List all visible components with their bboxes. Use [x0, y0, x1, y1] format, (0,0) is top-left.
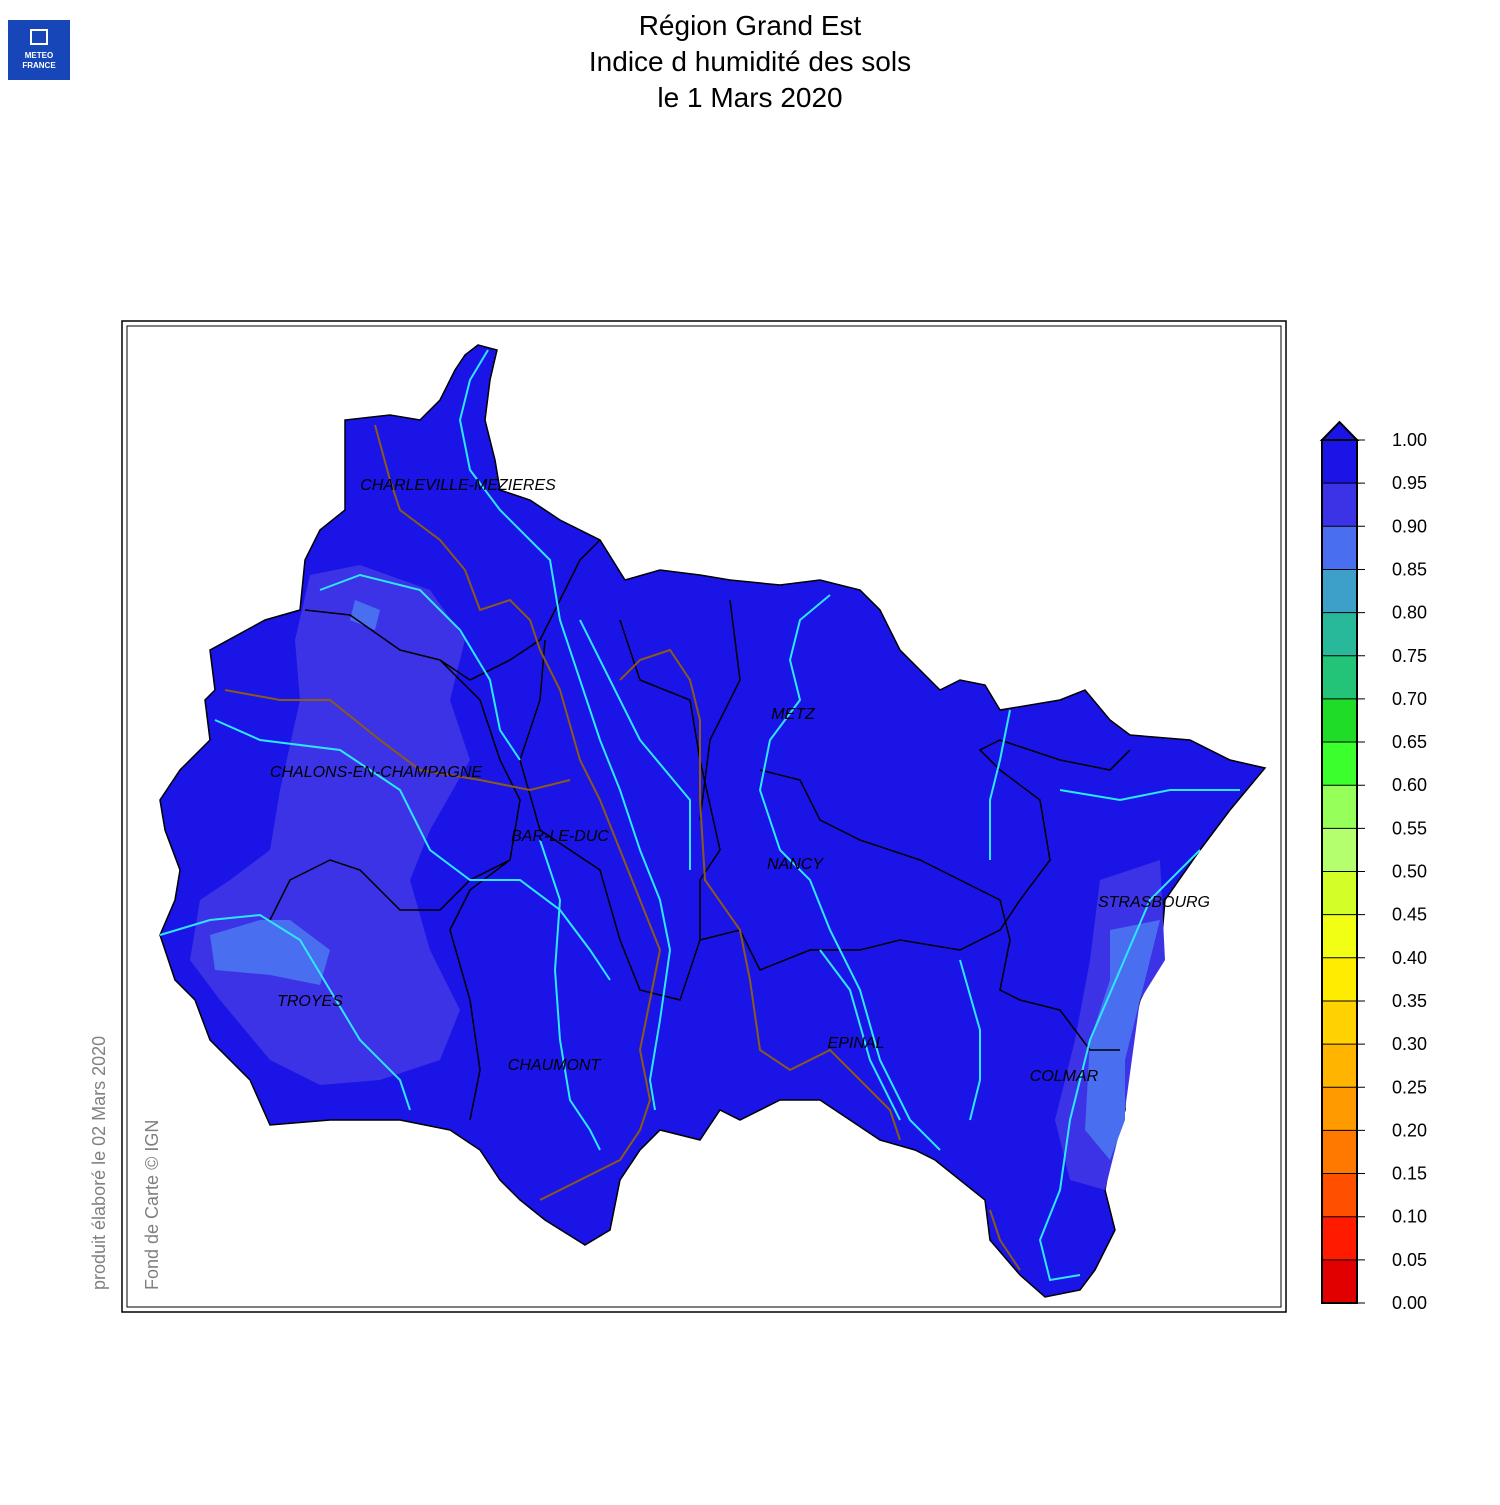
colorbar-tick-label: 0.15: [1392, 1164, 1427, 1184]
subtitle: Indice d humidité des sols: [589, 46, 911, 77]
colorbar-bin: [1322, 1000, 1357, 1045]
colorbar-tick-label: 1.00: [1392, 430, 1427, 450]
colorbar-tick-label: 0.85: [1392, 559, 1427, 579]
colorbar-tick-label: 0.45: [1392, 905, 1427, 925]
map-frame: [121, 320, 1287, 1313]
colorbar-over: [1319, 420, 1360, 441]
colorbar-tick-label: 0.40: [1392, 948, 1427, 968]
colorbar-tick-label: 0.00: [1392, 1293, 1427, 1313]
colorbar-bin: [1322, 1259, 1357, 1303]
credit: Fond de Carte © IGN: [142, 1120, 162, 1290]
basin-border: [224, 424, 1021, 1271]
river: [159, 573, 611, 1111]
colorbar-bin: [1322, 957, 1357, 1001]
river: [539, 619, 981, 1151]
colorbar-bin: [1322, 742, 1357, 786]
colorbar-bin: [1322, 569, 1357, 613]
colorbar-tick-label: 0.30: [1392, 1034, 1427, 1054]
colorbar-tick-label: 0.50: [1392, 862, 1427, 882]
colorbar-tick-label: 0.55: [1392, 818, 1427, 838]
colorbar: 0.00 0.05 0.10 0.15 0.20 0.25 0.30 0.35 0.40 0.45…: [1319, 420, 1427, 1313]
city-label: NANCY: [767, 856, 824, 873]
river: [458, 349, 672, 1111]
city-label: EPINAL: [828, 1035, 885, 1052]
city-label: TROYES: [277, 993, 343, 1010]
city-label: CHARLEVILLE-MEZIERES: [360, 477, 556, 494]
colorbar-tick-label: 0.60: [1392, 775, 1427, 795]
colorbar-tick-label: 0.70: [1392, 689, 1427, 709]
colorbar-tick-label: 0.35: [1392, 991, 1427, 1011]
logo-text: FRANCE: [22, 61, 56, 70]
credit: produit élaboré le 02 Mars 2020: [89, 1036, 109, 1290]
colorbar-tick-label: 0.05: [1392, 1250, 1427, 1270]
colorbar-bin: [1322, 871, 1357, 915]
colorbar-tick-label: 0.75: [1392, 646, 1427, 666]
city-label: BAR-LE-DUC: [511, 828, 609, 845]
colorbar-bin: [1322, 612, 1357, 656]
colorbar-bin: [1322, 655, 1357, 699]
colorbar-tick-label: 0.25: [1392, 1077, 1427, 1097]
colorbar-tick-label: 0.10: [1392, 1207, 1427, 1227]
colorbar-bin: [1322, 1044, 1357, 1088]
city-label: COLMAR: [1030, 1068, 1099, 1085]
river: [758, 594, 1240, 1282]
colorbar-bin: [1322, 1173, 1357, 1217]
logo-text: METEO: [25, 51, 53, 60]
colorbar-bin: [1322, 828, 1357, 872]
map: CHARLEVILLE-MEZIERES CHALONS-EN-CHAMPAGN…: [159, 344, 1267, 1298]
colorbar-tick-label: 0.20: [1392, 1120, 1427, 1140]
colorbar-bin: [1322, 914, 1357, 958]
colorbar-tick-label: 0.80: [1392, 603, 1427, 623]
colorbar-bin: [1322, 483, 1357, 527]
colorbar-bin: [1322, 1216, 1357, 1260]
colorbar-bin: [1322, 698, 1357, 743]
colorbar-tick-label: 0.90: [1392, 516, 1427, 536]
colorbar-tick-label: 0.95: [1392, 473, 1427, 493]
city-label: CHALONS-EN-CHAMPAGNE: [270, 764, 483, 781]
date: le 1 Mars 2020: [657, 82, 842, 113]
colorbar-bin: [1322, 1130, 1357, 1174]
colorbar-bin: [1322, 526, 1357, 570]
title: Région Grand Est: [639, 10, 862, 41]
colorbar-tick-label: 0.65: [1392, 732, 1427, 752]
city-label: STRASBOURG: [1098, 894, 1210, 911]
city-label: METZ: [771, 706, 816, 723]
colorbar-bin: [1322, 440, 1357, 484]
city-label: CHAUMONT: [508, 1057, 602, 1074]
logo-icon: [30, 29, 48, 45]
map-frame-inner: [126, 325, 1282, 1308]
colorbar-bin: [1322, 1087, 1357, 1131]
colorbar-bin: [1322, 785, 1357, 829]
